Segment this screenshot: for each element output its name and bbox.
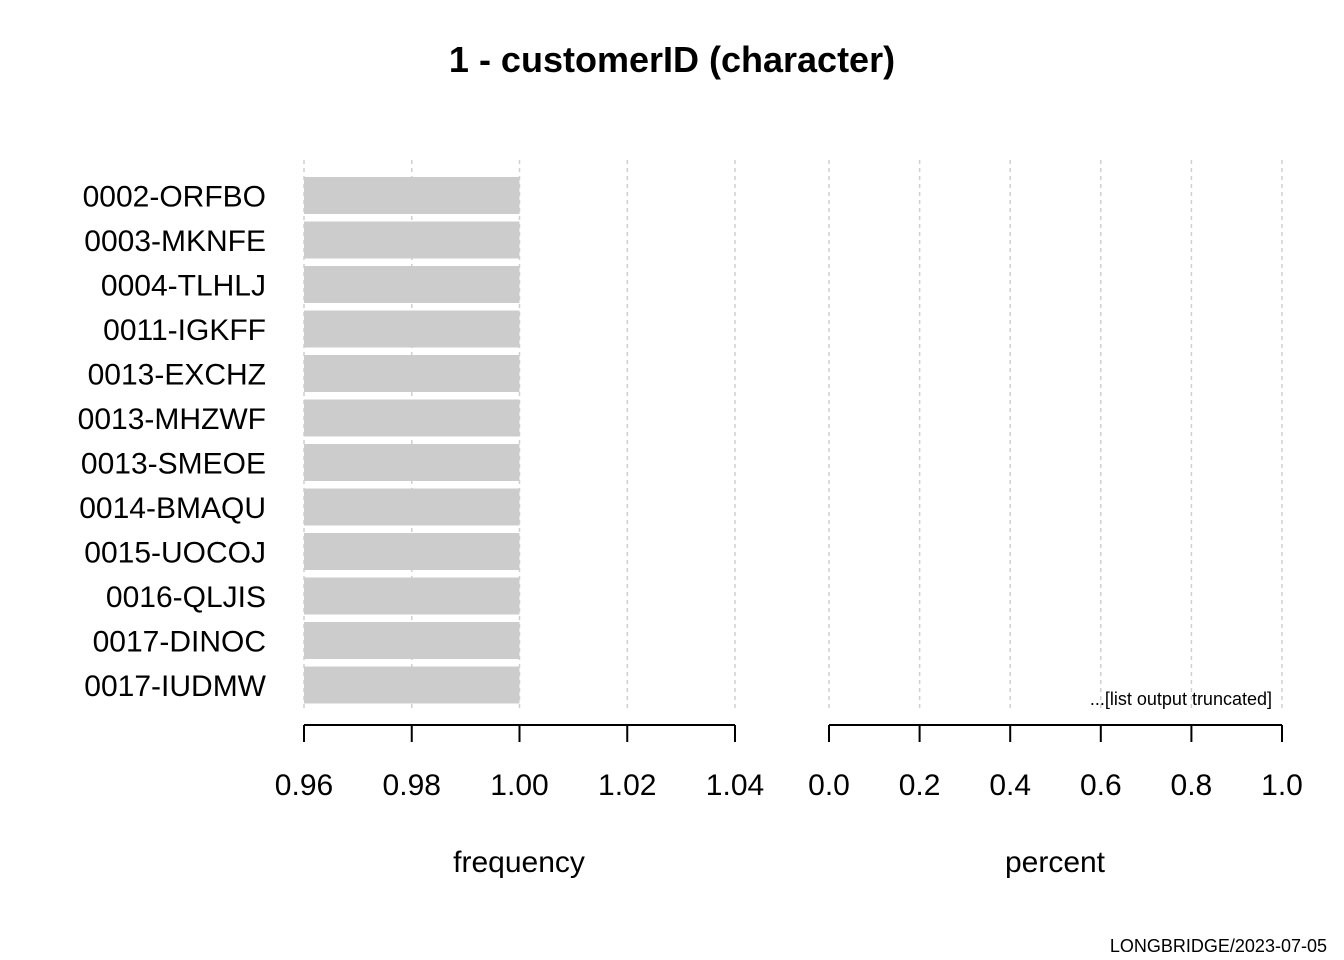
category-label: 0016-QLJIS: [106, 581, 266, 614]
tick-label: 0.2: [899, 769, 941, 802]
bar: [304, 310, 520, 348]
bar: [304, 444, 520, 481]
category-label: 0002-ORFBO: [83, 181, 266, 214]
category-label: 0014-BMAQU: [79, 492, 266, 525]
truncation-note: ...[list output truncated]: [1090, 689, 1272, 709]
bar: [304, 177, 520, 214]
bar: [304, 666, 520, 704]
tick-label: 0.8: [1171, 769, 1213, 802]
category-label: 0013-SMEOE: [81, 448, 266, 481]
bar: [304, 355, 520, 392]
tick-label: 0.96: [275, 769, 333, 802]
category-labels: 0002-ORFBO 0003-MKNFE 0004-TLHLJ 0011-IGKFF…: [78, 181, 267, 704]
tick-label: 0.6: [1080, 769, 1122, 802]
bar: [304, 488, 520, 526]
tick-label: 1.04: [706, 769, 764, 802]
category-label: 0004-TLHLJ: [101, 270, 266, 303]
chart-title: 1 - customerID (character): [449, 39, 895, 80]
category-label: 0015-UOCOJ: [84, 537, 266, 570]
frequency-axis-title: frequency: [453, 846, 585, 879]
bar: [304, 577, 520, 615]
footer-stamp: LONGBRIDGE/2023-07-05: [1110, 936, 1327, 956]
tick-label: 0.0: [808, 769, 850, 802]
category-label: 0017-IUDMW: [84, 670, 266, 703]
frequency-bars: [304, 177, 520, 704]
category-label: 0013-MHZWF: [78, 403, 266, 436]
tick-label: 0.98: [383, 769, 441, 802]
bar: [304, 399, 520, 437]
bar: [304, 266, 520, 303]
category-label: 0017-DINOC: [93, 626, 266, 659]
category-label: 0011-IGKFF: [103, 314, 266, 347]
category-label: 0003-MKNFE: [84, 225, 266, 258]
tick-label: 0.4: [989, 769, 1031, 802]
bar: [304, 221, 520, 259]
tick-label: 1.00: [490, 769, 548, 802]
category-label: 0013-EXCHZ: [88, 359, 266, 392]
percent-axis-title: percent: [1005, 846, 1106, 879]
bar: [304, 622, 520, 659]
bar: [304, 533, 520, 570]
tick-label: 1.0: [1261, 769, 1303, 802]
axes: 0.96 0.98 1.00 1.02 1.04 0.0 0.2 0.4 0.6 0.8 1.0: [275, 724, 1303, 802]
tick-label: 1.02: [598, 769, 656, 802]
